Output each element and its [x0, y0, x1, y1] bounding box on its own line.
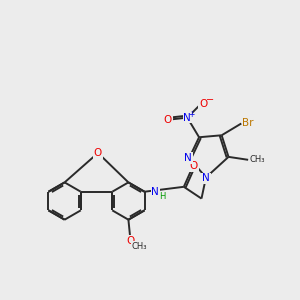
Text: O: O: [190, 161, 198, 171]
Text: CH₃: CH₃: [249, 155, 265, 164]
Text: N: N: [202, 173, 210, 184]
Text: O: O: [94, 148, 102, 158]
Text: N: N: [183, 112, 191, 123]
Text: N: N: [184, 153, 192, 163]
Text: O: O: [199, 99, 207, 109]
Text: O: O: [126, 236, 134, 246]
Text: N: N: [152, 187, 159, 197]
Text: H: H: [159, 192, 165, 201]
Text: O: O: [164, 115, 172, 124]
Text: Br: Br: [242, 118, 254, 128]
Text: +: +: [188, 110, 194, 119]
Text: −: −: [206, 95, 214, 105]
Text: CH₃: CH₃: [131, 242, 147, 251]
